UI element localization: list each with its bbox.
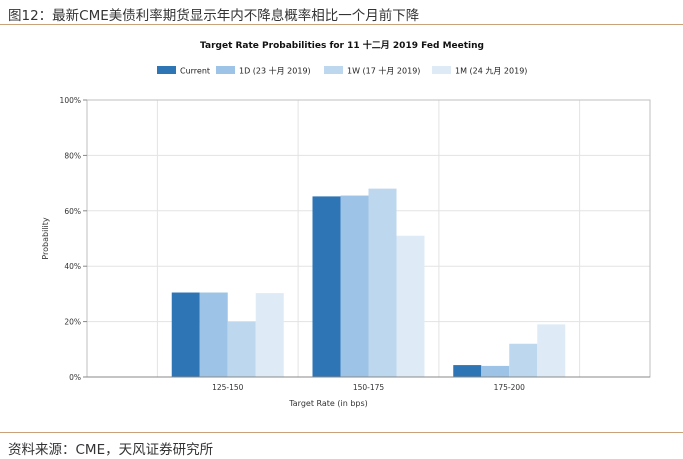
x-tick-label: 150-175 [353,383,385,392]
bar-150-175-series-1 [312,196,341,377]
bar-125-150-series-4 [255,293,284,377]
bar-175-200-series-2 [481,365,510,377]
top-rule [0,24,683,25]
legend: Current 1D (23 十月 2019) 1W (17 十月 2019) 1M … [157,66,527,76]
y-tick-label: 40% [64,262,81,271]
legend-swatch-2 [216,66,235,74]
bar-175-200-series-3 [509,343,538,377]
bars [171,188,566,377]
bar-125-150-series-2 [199,292,228,377]
legend-label-1: Current [180,67,210,76]
chart-title: Target Rate Probabilities for 11 十二月 201… [200,39,484,51]
bar-125-150-series-3 [227,321,256,377]
chart-container: Target Rate Probabilities for 11 十二月 201… [4,28,679,428]
legend-swatch-1 [157,66,176,74]
figure-title: 图12：最新CME美债利率期货显示年内不降息概率相比一个月前下降 [8,8,420,24]
bar-150-175-series-2 [340,195,369,377]
bar-150-175-series-3 [368,188,397,377]
bar-175-200-series-1 [453,365,482,377]
y-tick-label: 60% [64,207,81,216]
y-axis-title: Probability [41,217,50,260]
y-tick-label: 0% [69,373,81,382]
legend-label-3: 1W (17 十月 2019) [347,66,420,76]
legend-label-4: 1M (24 九月 2019) [455,67,527,76]
y-tick-label: 20% [64,318,81,327]
x-tick-label: 125-150 [212,383,244,392]
x-tick-label: 175-200 [494,383,526,392]
legend-label-2: 1D (23 十月 2019) [239,66,311,76]
y-tick-label: 80% [64,151,81,160]
bar-125-150-series-1 [171,292,200,377]
axes: 0% 20% 40% 60% 80% 100% 125-150 150-175 175-200 [60,96,650,392]
bar-175-200-series-4 [537,324,566,377]
legend-swatch-4 [432,66,451,74]
source-note: 资料来源：CME，天风证券研究所 [8,442,214,458]
y-tick-label: 100% [60,96,81,105]
bottom-rule [0,432,683,433]
bar-150-175-series-4 [396,235,425,377]
bar-chart: Target Rate Probabilities for 11 十二月 201… [41,39,651,408]
x-axis-title: Target Rate (in bps) [288,399,368,408]
legend-swatch-3 [324,66,343,74]
